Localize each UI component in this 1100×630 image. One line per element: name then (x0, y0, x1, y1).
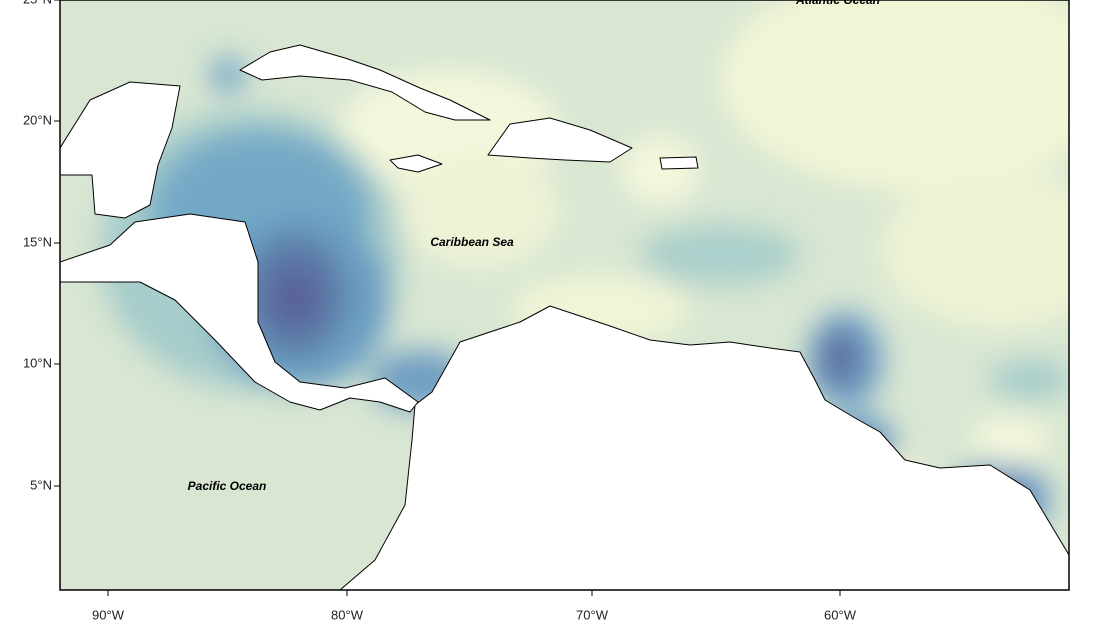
place-label: Pacific Ocean (188, 479, 267, 493)
y-tick-label: 10°N (23, 355, 52, 370)
place-label: Caribbean Sea (430, 235, 514, 249)
cuba (239, 44, 491, 121)
y-tick-label: 25°N (23, 0, 52, 6)
x-tick-label: 90°W (92, 607, 125, 622)
central-america (60, 213, 419, 413)
south-america (339, 305, 1069, 590)
y-tick-label: 5°N (30, 477, 52, 492)
place-label: Atlantic Ocean (795, 0, 880, 7)
x-tick-label: 70°W (576, 607, 609, 622)
yucatan (60, 81, 181, 219)
y-tick-label: 20°N (23, 112, 52, 127)
place-labels: Atlantic Ocean Caribbean Sea Pacific Ocean (188, 0, 880, 493)
field (60, 0, 1069, 590)
x-tick-label: 60°W (824, 607, 857, 622)
jamaica (389, 154, 443, 173)
y-tick-label: 15°N (23, 234, 52, 249)
hispaniola (487, 117, 633, 163)
x-tick-label: 80°W (331, 607, 364, 622)
ticks: 90°W 80°W 70°W 60°W 25°N 20°N 15°N 10°N 5°N (23, 0, 857, 622)
puerto-rico (659, 156, 699, 170)
frame (59, 0, 1070, 591)
